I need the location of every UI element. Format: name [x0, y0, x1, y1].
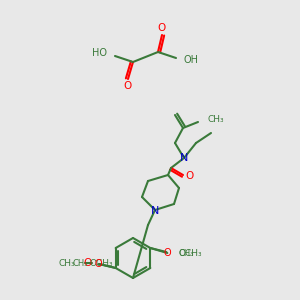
Text: HO: HO [92, 48, 107, 58]
Text: N: N [151, 206, 159, 216]
Text: O: O [124, 81, 132, 91]
Text: CH₃: CH₃ [208, 115, 225, 124]
Text: OCH₃: OCH₃ [90, 260, 113, 268]
Text: O: O [158, 23, 166, 33]
Text: CH₃: CH₃ [178, 248, 194, 257]
Text: O: O [164, 248, 171, 258]
Text: O: O [84, 258, 92, 268]
Text: OCH₃: OCH₃ [178, 248, 202, 257]
Text: N: N [180, 153, 188, 163]
Text: CH₃: CH₃ [72, 260, 88, 268]
Text: O: O [186, 171, 194, 181]
Text: O: O [95, 259, 103, 269]
Text: OH: OH [184, 55, 199, 65]
Text: CH₃: CH₃ [58, 259, 75, 268]
